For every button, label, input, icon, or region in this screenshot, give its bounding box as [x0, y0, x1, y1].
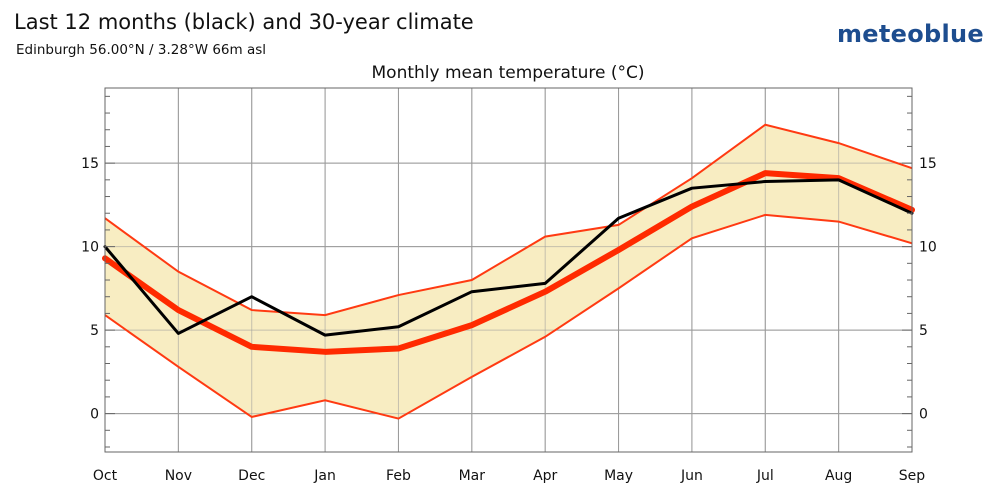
axes: 0 0 5 5 10 10 15 15 Oct Nov Dec Jan Feb Mar Apr May Jun J…	[81, 87, 937, 484]
y-tick-label-left: 5	[90, 323, 99, 339]
climate-band-fill	[105, 124, 912, 419]
location-subtitle: Edinburgh 56.00°N / 3.28°W 66m asl	[16, 42, 267, 58]
plot-frame	[104, 87, 913, 453]
series-line-last-12-months	[103, 178, 914, 337]
climate-range-band	[104, 88, 913, 452]
x-tick-label: Dec	[238, 468, 265, 484]
x-tick-label: Apr	[533, 468, 557, 484]
x-tick-label: Jan	[313, 468, 336, 484]
series-lines	[102, 123, 915, 420]
y-tick-label-left: 0	[90, 407, 99, 423]
y-tick-label-right: 5	[919, 323, 928, 339]
y-tick-label-right: 10	[919, 240, 937, 256]
x-tick-label: Feb	[386, 468, 411, 484]
brand-logo[interactable]: meteoblue	[837, 20, 984, 48]
x-tick-label: Oct	[93, 468, 118, 484]
x-tick-label: Nov	[165, 468, 192, 484]
x-tick-label: Jul	[756, 468, 774, 484]
x-tick-label: Sep	[899, 468, 926, 484]
chart-header-title: Last 12 months (black) and 30-year clima…	[14, 10, 474, 34]
chart-title: Monthly mean temperature (°C)	[372, 63, 645, 83]
x-tick-label: Mar	[459, 468, 486, 484]
x-tick-label: May	[604, 468, 633, 484]
x-tick-label: Aug	[825, 468, 852, 484]
series-line-lower	[104, 213, 913, 420]
y-tick-label-left: 15	[81, 156, 99, 172]
y-tick-label-left: 10	[81, 240, 99, 256]
y-tick-label-right: 0	[919, 407, 928, 423]
series-line-mean	[102, 170, 915, 355]
x-tick-label: Jun	[680, 468, 703, 484]
y-tick-label-right: 15	[919, 156, 937, 172]
